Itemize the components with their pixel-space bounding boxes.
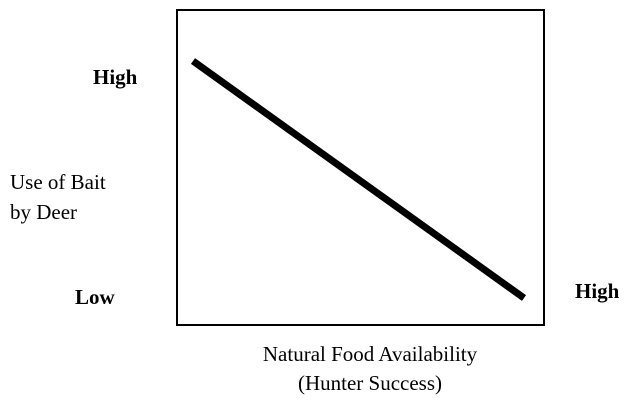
y-axis-title: Use of Bait xyxy=(10,170,106,194)
x-axis-title: Natural Food Availability xyxy=(263,342,478,366)
trend-line xyxy=(190,58,527,301)
x-high-label: High xyxy=(575,279,620,303)
y-axis-title: by Deer xyxy=(10,200,77,224)
y-high-label: High xyxy=(93,65,138,89)
y-low-label: Low xyxy=(75,285,116,309)
x-axis-title: (Hunter Success) xyxy=(298,371,442,395)
plot-frame xyxy=(176,9,545,326)
